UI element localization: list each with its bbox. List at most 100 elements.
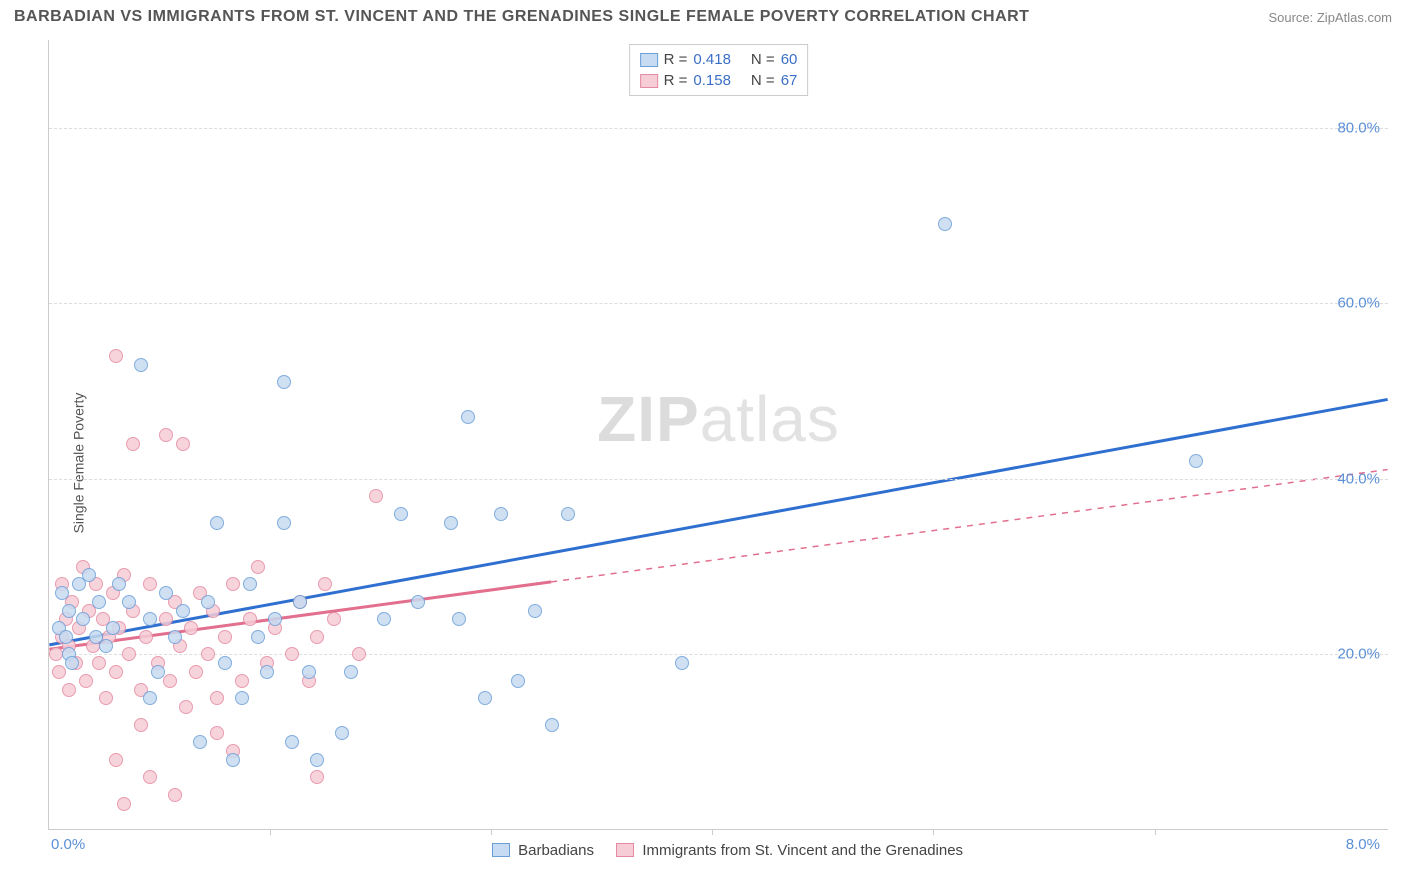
data-point	[310, 770, 324, 784]
data-point	[168, 788, 182, 802]
gridline-h	[49, 654, 1388, 655]
data-point	[176, 437, 190, 451]
legend-correlation-box: R = 0.418 N = 60 R = 0.158 N = 67	[629, 44, 809, 96]
data-point	[210, 516, 224, 530]
legend-n-value-a: 60	[781, 51, 798, 68]
data-point	[109, 665, 123, 679]
watermark-thin: atlas	[700, 383, 840, 455]
legend-row-series-a: R = 0.418 N = 60	[640, 49, 798, 70]
data-point	[92, 656, 106, 670]
data-point	[478, 691, 492, 705]
data-point	[285, 735, 299, 749]
legend-n-value-b: 67	[781, 72, 798, 89]
data-point	[302, 665, 316, 679]
data-point	[117, 797, 131, 811]
data-point	[193, 735, 207, 749]
y-tick-label: 60.0%	[1337, 295, 1380, 312]
data-point	[134, 718, 148, 732]
data-point	[377, 612, 391, 626]
data-point	[112, 577, 126, 591]
watermark-bold: ZIP	[597, 383, 700, 455]
chart-title: BARBADIAN VS IMMIGRANTS FROM ST. VINCENT…	[14, 8, 1029, 26]
data-point	[218, 656, 232, 670]
x-tick-mark	[712, 829, 713, 835]
data-point	[122, 647, 136, 661]
data-point	[243, 612, 257, 626]
data-point	[55, 586, 69, 600]
data-point	[210, 726, 224, 740]
data-point	[335, 726, 349, 740]
data-point	[675, 656, 689, 670]
data-point	[62, 683, 76, 697]
data-point	[277, 375, 291, 389]
data-point	[189, 665, 203, 679]
data-point	[109, 349, 123, 363]
data-point	[126, 437, 140, 451]
data-point	[511, 674, 525, 688]
data-point	[106, 621, 120, 635]
data-point	[122, 595, 136, 609]
data-point	[76, 612, 90, 626]
legend-series-names: Barbadians Immigrants from St. Vincent a…	[49, 842, 1388, 859]
x-tick-mark	[491, 829, 492, 835]
data-point	[143, 691, 157, 705]
data-point	[62, 604, 76, 618]
data-point	[528, 604, 542, 618]
data-point	[159, 612, 173, 626]
legend-r-label: R =	[664, 51, 688, 68]
data-point	[277, 516, 291, 530]
data-point	[344, 665, 358, 679]
data-point	[159, 428, 173, 442]
data-point	[179, 700, 193, 714]
legend-r-label: R =	[664, 72, 688, 89]
data-point	[235, 691, 249, 705]
legend-swatch-b	[616, 843, 634, 857]
legend-row-series-b: R = 0.158 N = 67	[640, 70, 798, 91]
gridline-h	[49, 303, 1388, 304]
legend-r-value-a: 0.418	[693, 51, 731, 68]
data-point	[318, 577, 332, 591]
data-point	[52, 665, 66, 679]
data-point	[168, 630, 182, 644]
data-point	[243, 577, 257, 591]
gridline-h	[49, 479, 1388, 480]
data-point	[226, 753, 240, 767]
data-point	[251, 560, 265, 574]
data-point	[235, 674, 249, 688]
legend-swatch-a	[492, 843, 510, 857]
data-point	[444, 516, 458, 530]
data-point	[310, 630, 324, 644]
data-point	[327, 612, 341, 626]
data-point	[352, 647, 366, 661]
legend-r-value-b: 0.158	[693, 72, 731, 89]
data-point	[561, 507, 575, 521]
data-point	[99, 691, 113, 705]
x-tick-mark	[933, 829, 934, 835]
data-point	[938, 217, 952, 231]
data-point	[251, 630, 265, 644]
plot-region: ZIPatlas R = 0.418 N = 60 R = 0.158 N = …	[48, 40, 1388, 830]
data-point	[201, 647, 215, 661]
data-point	[109, 753, 123, 767]
data-point	[92, 595, 106, 609]
data-point	[545, 718, 559, 732]
data-point	[201, 595, 215, 609]
legend-series-a-name: Barbadians	[518, 842, 594, 859]
data-point	[143, 577, 157, 591]
data-point	[99, 639, 113, 653]
chart-source: Source: ZipAtlas.com	[1268, 10, 1392, 25]
data-point	[184, 621, 198, 635]
chart-header: BARBADIAN VS IMMIGRANTS FROM ST. VINCENT…	[0, 0, 1406, 32]
data-point	[461, 410, 475, 424]
data-point	[494, 507, 508, 521]
data-point	[293, 595, 307, 609]
x-tick-mark	[270, 829, 271, 835]
data-point	[159, 586, 173, 600]
legend-swatch-a	[640, 53, 658, 67]
y-tick-label: 20.0%	[1337, 646, 1380, 663]
data-point	[65, 656, 79, 670]
data-point	[82, 568, 96, 582]
data-point	[260, 665, 274, 679]
data-point	[139, 630, 153, 644]
legend-n-label: N =	[751, 51, 775, 68]
